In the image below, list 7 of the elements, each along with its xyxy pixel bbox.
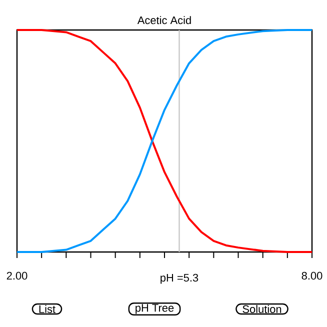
text: List [39, 304, 56, 314]
chart-title: Acetic Acid [137, 16, 191, 24]
ref-line-label: pH =5.3 [160, 274, 198, 284]
text: pH Tree [136, 304, 174, 314]
x-tick-label: 8.00 [302, 272, 322, 280]
x-tick-label: 2.00 [6, 272, 28, 280]
text: Solution [242, 304, 282, 314]
